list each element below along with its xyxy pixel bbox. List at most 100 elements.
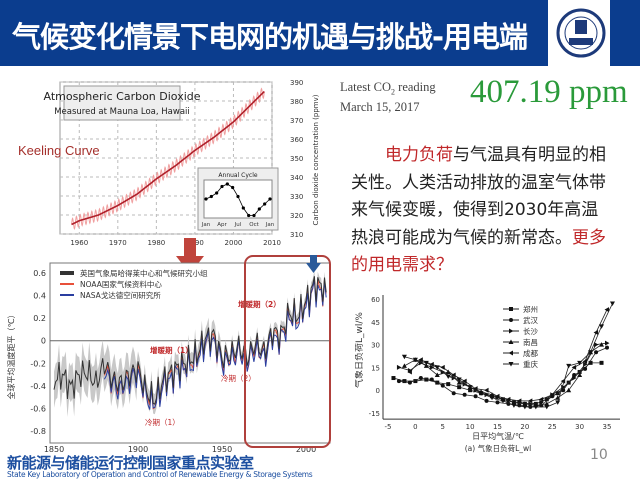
annotation-warming-2: 增暖期（2） <box>238 299 281 309</box>
co2-trend-line <box>71 90 265 226</box>
annual-cycle-point <box>236 194 240 199</box>
load-marker <box>588 350 594 355</box>
load-legend-label: 成都 <box>523 348 538 358</box>
co2-xtick: 1980 <box>147 239 165 247</box>
co2-label-sub: 2 <box>391 87 396 97</box>
load-marker <box>478 391 484 396</box>
annual-cycle-point <box>204 197 208 201</box>
load-marker <box>544 404 550 410</box>
load-marker <box>609 301 615 307</box>
annotation-warming-1: 增暖期（1） <box>150 345 193 355</box>
load-ytick: 45 <box>371 319 380 327</box>
annual-cycle-point <box>215 191 219 195</box>
load-legend-marker <box>509 307 513 311</box>
load-xtick: 35 <box>603 423 612 431</box>
load-marker <box>582 358 588 364</box>
load-marker <box>412 357 418 363</box>
load-xtick: 10 <box>466 423 475 431</box>
co2-reading-value: 407.19 ppm <box>470 74 628 110</box>
load-xtick: 25 <box>548 423 557 431</box>
load-marker <box>566 363 572 369</box>
load-marker <box>401 354 407 360</box>
load-marker <box>549 392 555 398</box>
load-xtick: 0 <box>413 423 417 431</box>
load-marker <box>522 404 528 410</box>
co2-chart: Atmospheric Carbon Dioxide Measured at M… <box>43 79 320 247</box>
temp-xtick: 1900 <box>128 445 148 454</box>
co2-ytick: 370 <box>290 117 303 125</box>
load-marker <box>484 398 489 403</box>
temp-ytick: 0.2 <box>33 314 46 323</box>
co2-ytick: 360 <box>290 136 303 144</box>
load-marker <box>572 373 577 377</box>
load-marker <box>593 329 599 335</box>
load-marker <box>561 388 566 393</box>
slide-title: 气候变化情景下电网的机遇与挑战-用电端 <box>12 20 528 54</box>
load-ytick: 30 <box>371 342 380 350</box>
load-caption: (a) 气象日负荷L_wl <box>465 443 531 453</box>
temp-legend-label: 英国气象局哈得莱中心和气候研究小组 <box>80 268 208 278</box>
load-marker <box>511 403 517 408</box>
temp-ytick: -0.8 <box>30 427 46 436</box>
load-legend-marker <box>508 362 514 367</box>
paragraph-text: 与气温具有明显的相关性。人类活动排放的温室气体带来气候变暖，使得到2030年高温… <box>351 145 606 248</box>
blue-down-arrow-icon <box>306 255 321 273</box>
co2-xtick: 1960 <box>70 239 88 247</box>
co2-ytick: 390 <box>290 79 303 87</box>
annual-cycle-point <box>220 184 224 189</box>
load-marker <box>495 393 500 399</box>
load-legend-label: 武汉 <box>523 315 538 325</box>
load-marker <box>489 392 495 397</box>
load-marker <box>401 363 407 368</box>
load-marker <box>594 342 599 348</box>
load-marker <box>577 360 583 366</box>
load-marker <box>468 388 473 393</box>
load-ytick: 0 <box>376 387 380 395</box>
load-marker <box>396 379 401 384</box>
temp-ytick: -0.4 <box>30 382 46 391</box>
load-marker <box>594 350 599 355</box>
temp-ytick: 0 <box>41 337 46 346</box>
annual-cycle-point <box>252 213 256 218</box>
latest-co2-label: Latest CO2 reading March 15, 2017 <box>340 80 436 115</box>
temp-xtick: 2000 <box>296 445 316 454</box>
co2-reading-date: March 15, 2017 <box>340 99 420 114</box>
co2-title: Atmospheric Carbon Dioxide <box>43 90 200 103</box>
load-legend-marker <box>509 328 514 334</box>
temp-ylabel: 全球平均温度距平（℃） <box>6 311 16 400</box>
load-marker <box>577 372 583 377</box>
annual-cycle-xtick: Jan <box>265 222 275 228</box>
co2-ytick: 350 <box>290 155 303 163</box>
temp-ytick: 0.6 <box>33 269 46 278</box>
temp-xtick: 1950 <box>212 445 232 454</box>
title-bar <box>0 0 640 66</box>
highlight-box-recent <box>244 255 331 448</box>
load-marker <box>423 360 429 366</box>
ress-logo <box>556 8 606 58</box>
co2-ytick: 310 <box>290 231 303 239</box>
co2-ytick: 330 <box>290 193 303 201</box>
temp-ytick: 0.4 <box>33 292 46 301</box>
load-marker <box>457 385 462 390</box>
load-xtick: 5 <box>441 423 445 431</box>
annual-cycle-xtick: Jul <box>234 222 242 228</box>
load-marker <box>440 383 445 388</box>
load-marker <box>538 396 544 402</box>
load-xlabel: 日平均气温/℃ <box>472 431 524 441</box>
load-marker <box>418 376 423 381</box>
load-marker <box>446 382 451 387</box>
lab-name-chinese: 新能源与储能运行控制国家重点实验室 <box>7 454 254 472</box>
load-legend-marker <box>509 318 513 322</box>
annotation-cool-2: 冷期（2） <box>221 373 256 383</box>
keeling-curve-label: Keeling Curve <box>18 143 100 158</box>
load-legend-label: 郑州 <box>523 304 538 314</box>
load-marker <box>572 375 577 381</box>
load-marker <box>555 400 561 405</box>
temp-xtick: 1850 <box>44 445 64 454</box>
load-marker <box>462 378 467 384</box>
load-xtick: 30 <box>575 423 584 431</box>
co2-xtick: 2000 <box>225 239 243 247</box>
co2-label-text: Latest CO <box>340 80 392 94</box>
load-xtick: 20 <box>520 423 529 431</box>
load-temperature-chart: -5 0 5 10 15 20 25 30 35 60 45 30 15 0 -15 郑州武汉长沙南昌成都重… <box>355 295 620 453</box>
